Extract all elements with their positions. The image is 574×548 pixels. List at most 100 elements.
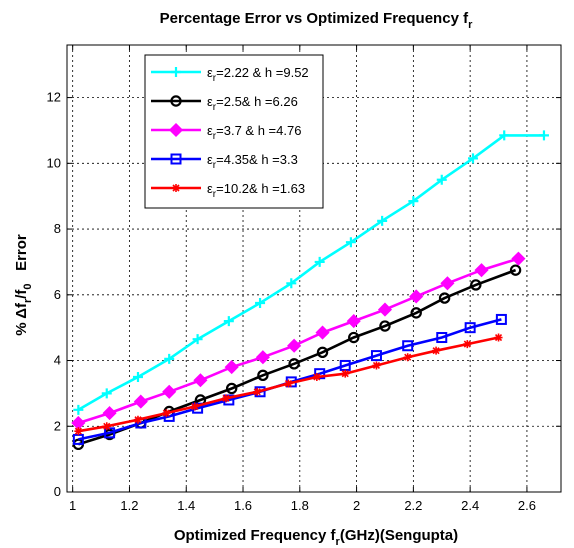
data-point [348,331,360,344]
data-point [225,382,238,395]
x-tick-label: 2.6 [518,498,536,513]
data-point [224,360,239,375]
data-point [162,384,177,399]
legend-entry: εr=3.7 & h =4.76 [151,122,301,142]
legend-label: εr=2.22 & h =9.52 [207,65,309,84]
data-point [168,122,184,138]
data-point [190,402,199,411]
y-tick-label: 8 [54,221,61,236]
data-point [223,316,234,327]
data-point [402,340,414,352]
data-point [409,289,424,304]
x-tick-label: 1.6 [234,498,252,513]
data-point [172,184,180,192]
y-tick-label: 10 [47,155,61,170]
data-point [494,333,503,342]
data-point [171,67,181,77]
data-point [314,256,325,267]
data-point [164,353,175,364]
data-point [287,338,302,353]
data-point [345,237,356,248]
x-tick-label: 1.4 [177,498,195,513]
data-point [495,313,507,325]
data-point [467,153,478,164]
data-point [102,406,117,421]
data-point [255,350,270,365]
legend: εr=2.22 & h =9.52 εr=2.5& h =6.26 εr=3.7 &… [144,54,324,209]
legend-entry: εr=4.35& h =3.3 [151,152,298,171]
data-point [255,298,266,309]
chart-title: Percentage Error vs Optimized Frequency … [160,10,473,31]
plot-frame [66,44,562,493]
data-point [470,279,482,291]
y-axis-label: % Δfr/f0 Error [13,234,34,336]
data-point [432,346,441,355]
series-line [78,268,517,446]
series-layer [71,130,549,451]
data-point [288,358,300,370]
data-point [436,332,448,344]
data-point [193,373,208,388]
data-point [101,388,112,399]
y-tick-label: 2 [54,418,61,433]
series-1 [73,130,549,415]
data-point [132,371,143,382]
data-point [133,394,148,409]
legend-label: εr=4.35& h =3.3 [207,152,298,171]
data-point [370,350,382,362]
data-point [73,404,84,415]
data-point [463,340,472,349]
x-tick-label: 1.2 [120,498,138,513]
data-point [440,276,455,291]
data-point [312,372,321,381]
legend-entry: εr=2.22 & h =9.52 [151,65,309,84]
data-point [316,346,329,359]
y-tick-label: 12 [47,90,61,105]
data-point [474,263,489,278]
legend-label: εr=3.7 & h =4.76 [207,123,301,142]
data-point [133,415,142,424]
axis-ticks: 1 1.2 1.4 1.6 1.8 2 2.2 2.4 2.6 0 2 4 6 8 10 12 [47,45,561,513]
data-point [315,325,330,340]
data-point [71,415,86,431]
legend-entry: εr=10.2& h =1.63 [151,181,305,200]
y-tick-label: 0 [54,484,61,499]
data-point [253,387,262,396]
data-point [499,130,510,141]
y-tick-label: 4 [54,353,61,368]
data-point [170,153,182,165]
x-tick-label: 1.8 [291,498,309,513]
data-point [286,278,297,289]
series-3 [71,251,526,431]
data-point [257,369,269,382]
data-point [221,394,230,403]
data-point [170,95,182,107]
data-point [509,264,522,276]
series-line [77,134,544,411]
legend-label: εr=10.2& h =1.63 [207,181,305,200]
data-point [162,409,171,418]
x-tick-label: 2 [353,498,360,513]
data-point [341,369,350,378]
data-point [346,314,361,329]
data-point [284,379,293,388]
legend-entry: εr=2.5& h =6.26 [151,94,298,113]
data-point [74,427,83,436]
data-point [379,320,391,332]
series-2 [72,264,522,451]
data-point [511,251,526,266]
data-point [436,174,447,185]
series-5 [74,333,503,436]
legend-label: εr=2.5& h =6.26 [207,94,298,113]
data-point [408,196,419,207]
data-point [438,292,451,304]
data-point [102,422,111,431]
x-axis-label: Optimized Frequency fr(GHz)(Sengupta) [174,527,458,548]
data-point [377,302,393,317]
y-tick-label: 6 [54,287,61,302]
data-point [192,334,203,345]
x-tick-label: 2.4 [461,498,479,513]
data-point [372,361,381,370]
data-point [538,130,549,141]
